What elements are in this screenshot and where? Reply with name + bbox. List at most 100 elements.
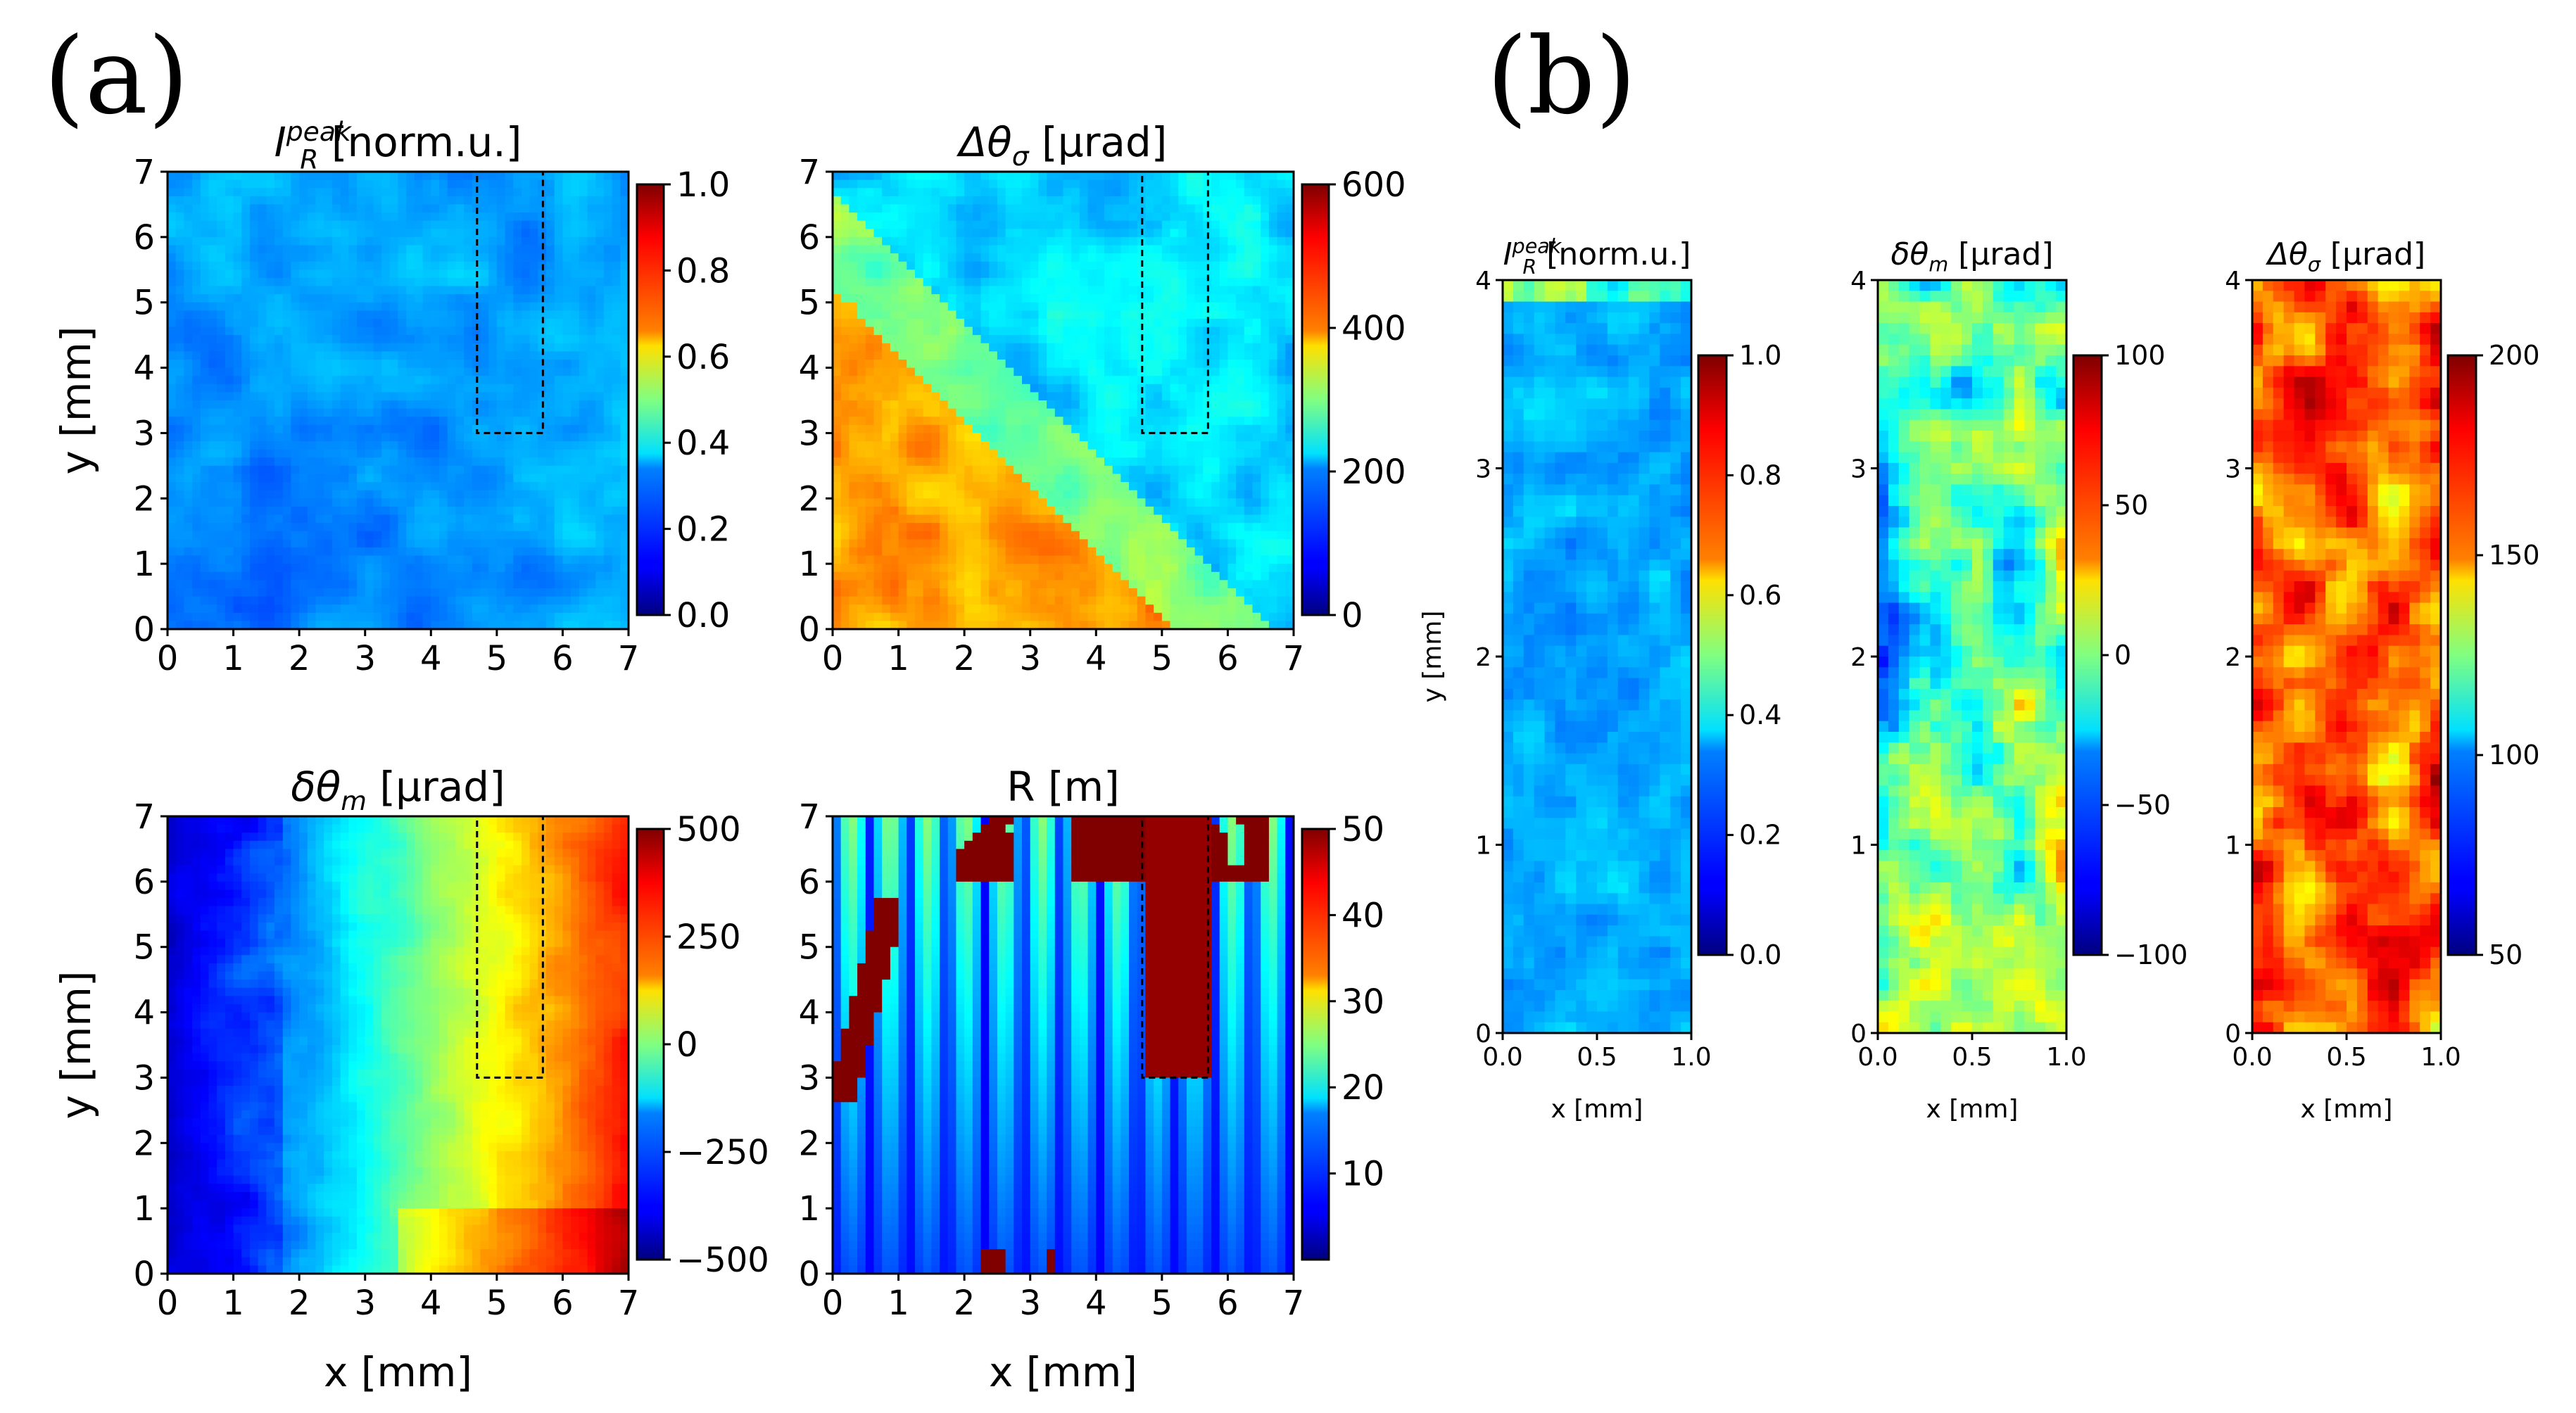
heatmap-cell [233,449,242,458]
heatmap-cell [1047,245,1056,254]
heatmap-cell [898,172,907,181]
heatmap-cell [431,270,440,279]
heatmap-cell [274,433,284,442]
heatmap-cell [184,441,193,450]
heatmap-cell [562,424,572,434]
heatmap-cell [554,327,564,336]
heatmap-cell [480,196,489,205]
heatmap-cell [184,302,193,312]
heatmap-cell [603,482,613,491]
heatmap-cell [546,612,555,622]
heatmap-cell [438,220,448,229]
heatmap-cell [612,506,621,516]
heatmap-cell [168,172,177,181]
heatmap-cell [1030,474,1040,483]
heatmap-cell [849,604,858,614]
heatmap-cell [274,270,284,279]
heatmap-cell [373,498,382,507]
heatmap-cell [980,604,990,614]
heatmap-cell [873,571,883,581]
panel-label-b: (b) [1486,15,1636,138]
heatmap-cell [940,172,949,181]
heatmap-cell [521,523,531,532]
heatmap-cell [1054,400,1064,410]
heatmap-cell [175,359,185,369]
heatmap-cell [1030,236,1040,246]
heatmap-cell [595,188,605,197]
heatmap-cell [1038,490,1047,499]
heatmap-cell [521,612,531,622]
heatmap-cell [324,506,333,516]
heatmap-cell [241,408,251,417]
heatmap-cell [315,367,324,376]
heatmap-cell [480,449,489,458]
heatmap-cell [249,596,259,605]
heatmap-cell [914,433,924,442]
heatmap-cell [898,343,907,353]
heatmap-cell [431,564,440,573]
heatmap-cell [431,506,440,516]
heatmap-cell [299,531,308,540]
heatmap-cell [521,417,531,426]
heatmap-cell [422,179,431,189]
heatmap-cell [414,612,424,622]
heatmap-cell [857,474,866,483]
heatmap-cell [956,335,965,344]
heatmap-cell [332,539,341,548]
heatmap-cell [914,604,924,614]
heatmap-cell [406,457,415,467]
heatmap-cell [505,465,514,475]
heatmap-cell [546,179,555,189]
heatmap-cell [898,229,907,238]
heatmap-cell [373,213,382,222]
heatmap-cell [579,245,588,254]
heatmap-cell [291,490,300,499]
heatmap-cell [217,580,226,589]
heatmap-cell [208,571,217,581]
heatmap-cell [348,596,358,605]
heatmap-cell [865,367,875,376]
heatmap-cell [554,318,564,328]
heatmap-cell [422,621,431,630]
heatmap-cell [1087,564,1097,573]
heatmap-cell [422,318,431,328]
heatmap-cell [964,547,973,557]
heatmap-cell [865,457,875,467]
heatmap-cell [1014,376,1023,385]
heatmap-cell [406,286,415,295]
heatmap-cell [1063,376,1072,385]
heatmap-cell [381,367,391,376]
heatmap-cell [579,408,588,417]
heatmap-cell [340,277,350,287]
heatmap-cell [365,433,374,442]
heatmap-cell [907,506,916,516]
heatmap-cell [587,417,596,426]
heatmap-cell [192,424,201,434]
heatmap-cell [1038,433,1047,442]
heatmap-cell [849,310,858,319]
heatmap-cell [1022,335,1031,344]
heatmap-cell [914,359,924,369]
heatmap-cell [857,547,866,557]
heatmap-cell [857,514,866,524]
heatmap-cell [175,270,185,279]
heatmap-cell [438,376,448,385]
heatmap-cell [233,367,242,376]
heatmap-cell [873,327,883,336]
heatmap-cell [1079,408,1089,417]
heatmap-cell [455,286,465,295]
heatmap-cell [389,204,399,213]
heatmap-cell [324,294,333,303]
heatmap-cell [398,547,407,557]
heatmap-cell [1054,179,1064,189]
heatmap-cell [972,376,982,385]
heatmap-cell [890,351,899,360]
heatmap-cell [438,318,448,328]
heatmap-cell [1047,318,1056,328]
heatmap-cell [357,457,366,467]
heatmap-cell [184,188,193,197]
heatmap-cell [562,213,572,222]
heatmap-cell [964,604,973,614]
heatmap-cell [562,555,572,564]
heatmap-cell [472,424,481,434]
